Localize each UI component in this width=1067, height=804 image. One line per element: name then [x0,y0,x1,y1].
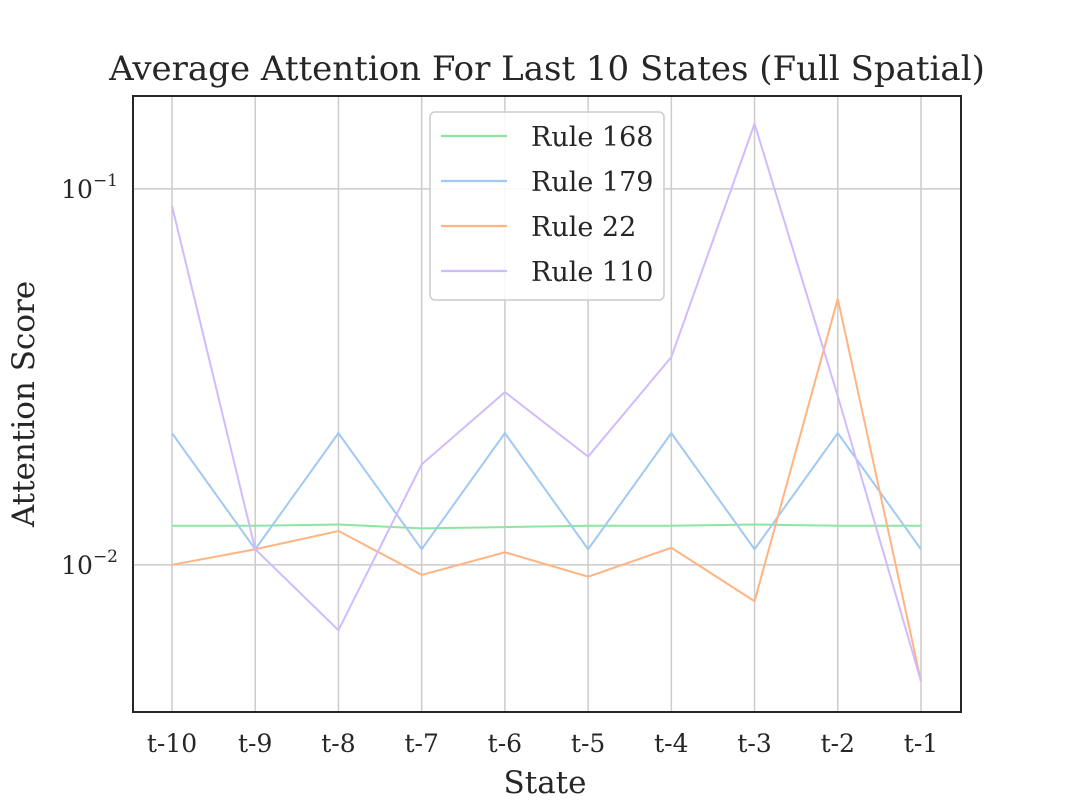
x-tick-label: t-9 [238,729,272,758]
series-line-rule-110 [171,120,922,682]
x-tick-label: t-2 [821,729,855,758]
series-lines [171,120,922,682]
legend-label: Rule 179 [531,167,653,198]
x-tick-label: t-7 [404,729,438,758]
x-tick-label: t-4 [654,729,688,758]
series-line-rule-168 [172,523,921,530]
series-line-rule-179 [171,431,922,551]
chart-title: Average Attention For Last 10 States (Fu… [108,49,985,89]
y-axis-label: Attention Score [6,281,42,528]
legend-label: Rule 110 [531,257,653,288]
series-line-rule-22 [171,298,922,682]
x-tick-label: t-1 [904,729,938,758]
x-tick-label: t-6 [488,729,522,758]
x-tick-labels: t-10 t-9 t-8 t-7 t-6 t-5 t-4 t-3 t-2 t-1 [147,729,938,758]
legend-label: Rule 22 [531,212,636,243]
plot-frame [132,95,962,713]
x-axis-label: State [504,765,587,800]
x-tick-label: t-8 [321,729,355,758]
legend-box [429,111,665,301]
legend: Rule 168 Rule 179 Rule 22 Rule 110 [429,111,665,301]
y-tick-label: 10−1 [61,171,118,204]
y-tick-labels: 10−1 10−2 [61,171,118,580]
y-tick-label: 10−2 [61,547,118,580]
x-tick-label: t-3 [737,729,771,758]
legend-label: Rule 168 [531,122,653,153]
x-tick-label: t-10 [147,729,197,758]
x-tick-label: t-5 [571,729,605,758]
